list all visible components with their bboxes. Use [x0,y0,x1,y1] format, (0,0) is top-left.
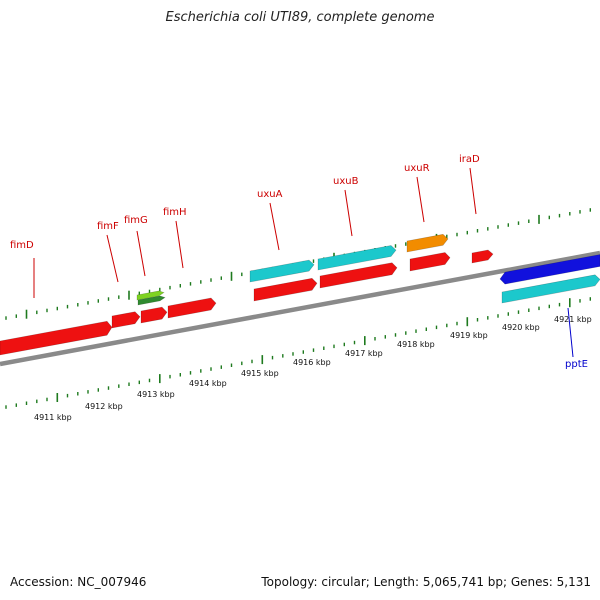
scale-label: 4918 kbp [397,340,435,349]
scale-label: 4921 kbp [554,315,592,324]
gene-label-fimH[interactable]: fimH [163,207,187,218]
gene-uxuB-red-feature[interactable] [319,262,398,289]
gene-label-fimG[interactable]: fimG [124,215,148,226]
gene-fimG-dark-feature[interactable] [137,295,166,306]
map-title: Escherichia coli UTI89, complete genome [165,10,435,25]
gene-label-leader-uxuR [416,176,425,223]
gene-label-fimF[interactable]: fimF [97,221,119,232]
gene-fimG-light-feature[interactable] [136,290,165,301]
gene-uxuA-feature[interactable] [249,259,315,283]
scale-label: 4916 kbp [293,358,331,367]
gene-uxuA-red-feature[interactable] [253,277,318,302]
gene-fimF-feature[interactable] [111,311,141,329]
scale-label: 4912 kbp [85,402,123,411]
genome-backbone [0,250,600,367]
gene-label-leader-fimF [106,234,119,283]
gene-label-pptE[interactable]: pptE [565,359,588,370]
scale-label: 4919 kbp [450,331,488,340]
gene-label-leader-uxuB [344,189,353,237]
gene-uxuR-red-feature[interactable] [409,252,451,272]
lower-tick-track [5,297,591,409]
gene-label-leader-fimH [175,220,184,269]
scale-label: 4915 kbp [241,369,279,378]
gene-label-leader-iraD [469,167,477,215]
scale-label: 4917 kbp [345,349,383,358]
gene-label-leader-pptE [567,307,574,358]
gene-label-leader-fimG [136,230,146,277]
topology-text: Topology: circular; Length: 5,065,741 bp… [261,575,591,589]
scale-labels: 4911 kbp 4912 kbp 4913 kbp 4914 kbp 4915 kbp… [34,315,592,422]
accession-text: Accession: NC_007946 [10,575,147,589]
gene-label-uxuR[interactable]: uxuR [404,163,430,174]
gene-blue-reverse-feature[interactable] [499,254,600,285]
gene-fimG-feature[interactable] [140,306,168,324]
gene-iraD-feature[interactable] [471,249,494,264]
scale-label: 4920 kbp [502,323,540,332]
gene-label-leader-uxuA [269,202,280,251]
gene-label-iraD[interactable]: iraD [459,154,480,165]
scale-label: 4911 kbp [34,413,72,422]
scale-label: 4913 kbp [137,390,175,399]
gene-uxuB-feature[interactable] [317,245,397,271]
gene-fimH-feature[interactable] [167,297,217,319]
gene-pptE-feature[interactable] [501,274,600,304]
gene-label-uxuA[interactable]: uxuA [257,189,283,200]
gene-uxuR-feature[interactable] [406,233,449,253]
gene-labels: fimD fimF fimG fimH uxuA uxuB uxuR iraD pptE [10,154,588,370]
gene-label-uxuB[interactable]: uxuB [333,176,359,187]
scale-label: 4914 kbp [189,379,227,388]
gene-label-fimD[interactable]: fimD [10,240,34,251]
gene-features [0,233,600,356]
gene-fimD-feature[interactable] [0,320,113,356]
